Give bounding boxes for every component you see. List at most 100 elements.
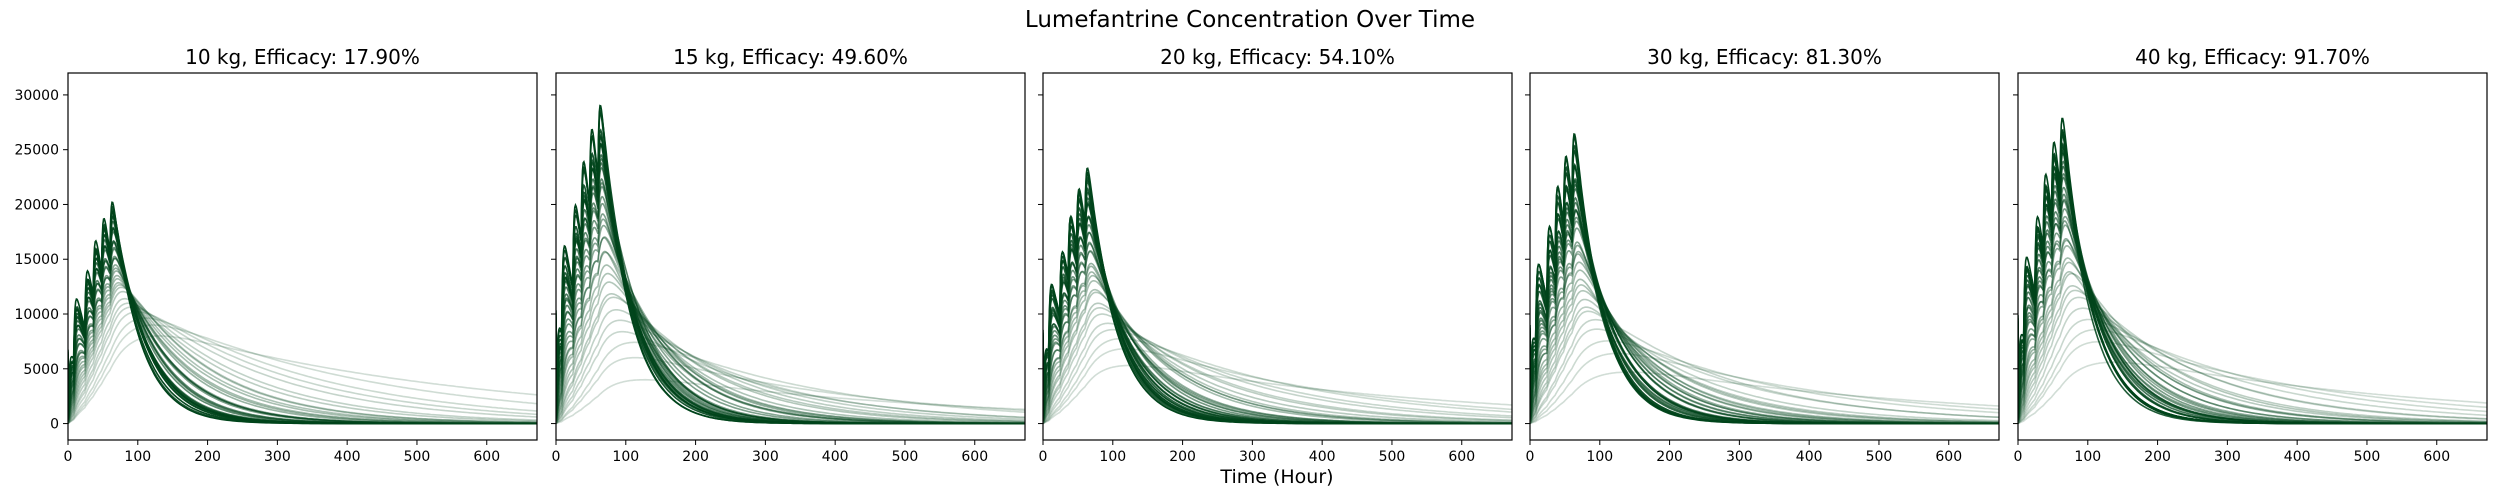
series-lines [2018,117,2487,426]
series-line [556,109,1025,425]
panel-3: 20 kg, Efficacy: 54.10% 0 100 200 300 400 500 6… [1038,45,1513,465]
x-tick-label: 600 [2423,449,2450,465]
x-tick-label: 600 [1448,449,1475,465]
series-line [556,224,1025,425]
series-line [556,330,1025,425]
x-tick-label: 500 [1866,449,1893,465]
panel-4: 30 kg, Efficacy: 81.30% 0 100 200 300 400 500 6… [1525,45,2000,465]
series-line [1043,364,1512,425]
series-line [2018,289,2487,422]
series-line [2018,272,2487,423]
x-tick-label: 600 [1935,449,1962,465]
series-line [1043,288,1512,424]
x-tick-label: 200 [2144,449,2171,465]
x-tick-label: 100 [1586,449,1613,465]
series-line [1043,291,1512,424]
series-line [1530,284,1999,424]
series-line [1530,253,1999,425]
series-line [1530,298,1999,423]
series-line [68,297,537,423]
x-tick-label: 200 [682,449,709,465]
series-line [68,284,537,424]
series-line [556,251,1025,424]
series-line [1530,132,1999,425]
x-axis-label: Time (Hour) [1219,466,1333,488]
series-line [68,270,537,425]
series-line [2018,117,2487,425]
series-line [1043,322,1512,425]
series-line [1530,328,1999,425]
y-tick-label: 20000 [14,197,59,213]
series-line [68,306,537,425]
series-line [2018,328,2487,425]
series-line [1043,337,1512,425]
x-tick-label: 300 [1726,449,1753,465]
series-line [2018,318,2487,425]
panel-1: 10 kg, Efficacy: 17.90% 0 100 200 300 400 500 6… [14,45,538,465]
series-line [1530,227,1999,425]
x-tick-label: 0 [1526,449,1535,465]
series-line [1043,313,1512,425]
series-line [1530,278,1999,424]
series-line [556,272,1025,424]
series-line [1530,371,1999,425]
y-tick-label: 10000 [14,307,59,323]
series-line [556,264,1025,424]
panel-2: 15 kg, Efficacy: 49.60% 0 100 200 300 400 500 6… [551,45,1026,465]
axes-frame [555,72,1026,441]
x-tick-label: 500 [2354,449,2381,465]
x-tick-label: 400 [822,449,849,465]
x-tick-label: 0 [1039,449,1048,465]
panel-title: 20 kg, Efficacy: 54.10% [1160,45,1395,69]
x-tick-label: 200 [194,449,221,465]
series-line [2018,146,2487,425]
series-line [1043,328,1512,425]
series-line [556,296,1025,423]
series-line [2018,340,2487,425]
series-line [1530,241,1999,425]
series-line [68,324,537,425]
series-line [68,302,537,426]
series-line [1530,220,1999,425]
series-line [556,195,1025,425]
series-line [68,317,537,425]
series-line [1530,310,1999,426]
y-tick-label: 25000 [14,143,59,159]
series-line [1530,306,1999,423]
x-tick-label: 300 [752,449,779,465]
panel-title: 30 kg, Efficacy: 81.30% [1647,45,1882,69]
series-lines [1530,132,1999,426]
x-tick-label: 300 [264,449,291,465]
series-line [1043,302,1512,423]
panel-title: 15 kg, Efficacy: 49.60% [673,45,908,69]
series-line [68,281,537,424]
x-tick-label: 400 [1796,449,1823,465]
x-tick-label: 500 [404,449,431,465]
y-tick-label: 30000 [14,88,59,104]
x-tick-label: 200 [1656,449,1683,465]
x-tick-label: 600 [961,449,988,465]
series-line [68,290,537,424]
series-line [2018,361,2487,425]
panel-title: 10 kg, Efficacy: 17.90% [185,45,420,69]
series-line [68,286,537,424]
series-line [2018,261,2487,424]
series-line [556,104,1025,425]
x-tick-label: 100 [612,449,639,465]
series-lines [68,201,537,426]
series-line [2018,224,2487,425]
series-line [2018,220,2487,425]
x-tick-label: 300 [1239,449,1266,465]
series-line [556,293,1025,423]
series-lines [556,104,1025,426]
series-line [2018,257,2487,424]
series-line [556,281,1025,423]
panels-group: 10 kg, Efficacy: 17.90% 0 100 200 300 400 500 6… [14,45,2488,465]
x-tick-label: 400 [1309,449,1336,465]
series-line [556,236,1025,425]
series-line [1043,242,1512,425]
panel-5: 40 kg, Efficacy: 91.70% 0 100 200 300 400 500 6… [2013,45,2488,465]
series-line [1043,231,1512,425]
series-line [556,319,1025,426]
